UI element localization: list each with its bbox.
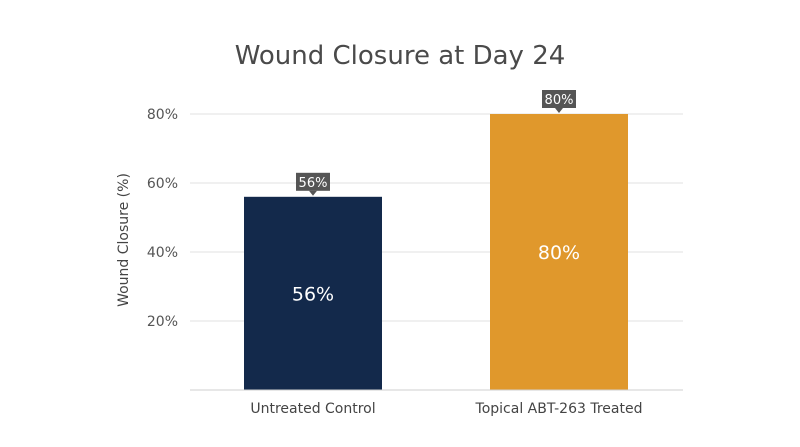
y-tick-label: 40% (147, 245, 178, 261)
y-tick-label: 60% (147, 176, 178, 192)
y-tick-label: 20% (147, 314, 178, 330)
bar-labels: 56% 56% 80% 80% (292, 90, 580, 305)
callout-pointer (309, 190, 317, 196)
bars (244, 114, 628, 390)
bar (490, 114, 628, 390)
y-axis-label: Wound Closure (%) (116, 173, 132, 307)
callout-value-label: 80% (545, 93, 574, 108)
callout-box (542, 90, 576, 108)
bar-value-label: 56% (292, 283, 334, 305)
x-category-label: Untreated Control (250, 401, 375, 417)
y-axis-ticks: 20% 40% 60% 80% (147, 107, 178, 330)
callout-box (296, 172, 330, 191)
callout-pointer (555, 108, 563, 113)
x-axis-categories: Untreated Control Topical ABT-263 Treated (250, 401, 642, 417)
chart-title: Wound Closure at Day 24 (235, 41, 566, 71)
bar (244, 196, 382, 390)
y-tick-label: 80% (147, 107, 178, 123)
callout-value-label: 56% (299, 176, 328, 191)
x-category-label: Topical ABT-263 Treated (475, 401, 643, 417)
bar-value-label: 80% (538, 242, 580, 264)
